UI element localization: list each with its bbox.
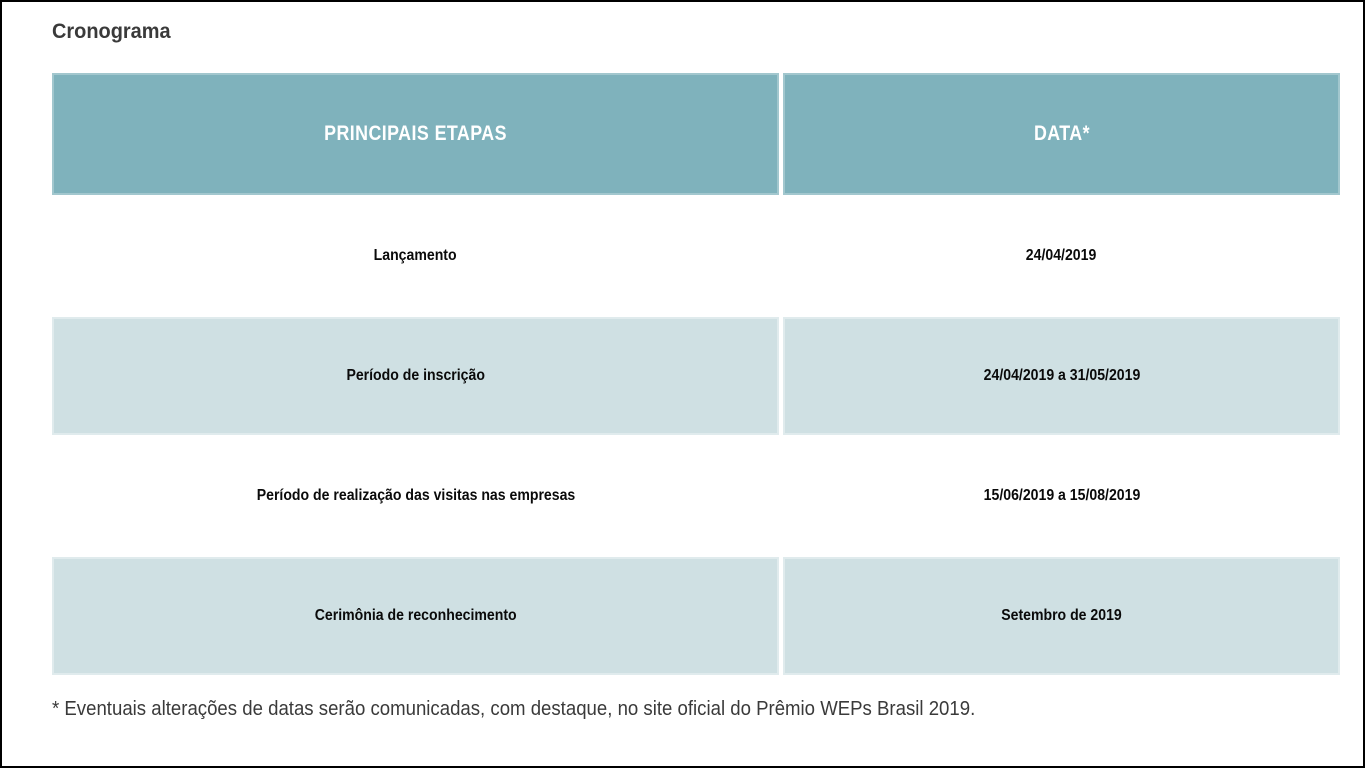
- column-header-data: DATA*: [783, 73, 1340, 195]
- cell-text: Lançamento: [374, 247, 457, 264]
- table-row-4-etapa: Cerimônia de reconhecimento: [52, 557, 779, 675]
- table-row-2-data: 24/04/2019 a 31/05/2019: [783, 317, 1340, 435]
- table-row-4-data: Setembro de 2019: [783, 557, 1340, 675]
- table-row-2-etapa: Período de inscrição: [52, 317, 779, 435]
- table-row-1-data: 24/04/2019: [783, 197, 1340, 315]
- column-header-principais-etapas: PRINCIPAIS ETAPAS: [52, 73, 779, 195]
- column-header-label: PRINCIPAIS ETAPAS: [324, 122, 507, 145]
- cronograma-table: PRINCIPAIS ETAPAS DATA* Lançamento 24/04…: [52, 73, 1340, 675]
- cell-text: 15/06/2019 a 15/08/2019: [983, 487, 1140, 504]
- page-title: Cronograma: [52, 20, 171, 43]
- table-row-1-etapa: Lançamento: [52, 197, 779, 315]
- cell-text: Período de inscrição: [346, 367, 485, 384]
- table-row-3-data: 15/06/2019 a 15/08/2019: [783, 437, 1340, 555]
- cell-text: Período de realização das visitas nas em…: [256, 487, 575, 504]
- cell-text: Cerimônia de reconhecimento: [314, 607, 517, 624]
- cell-text: 24/04/2019 a 31/05/2019: [983, 367, 1140, 384]
- table-row-3-etapa: Período de realização das visitas nas em…: [52, 437, 779, 555]
- column-header-label: DATA*: [1033, 122, 1090, 145]
- cell-text: Setembro de 2019: [1001, 607, 1122, 624]
- cell-text: 24/04/2019: [1026, 247, 1097, 264]
- footnote: * Eventuais alterações de datas serão co…: [52, 698, 976, 720]
